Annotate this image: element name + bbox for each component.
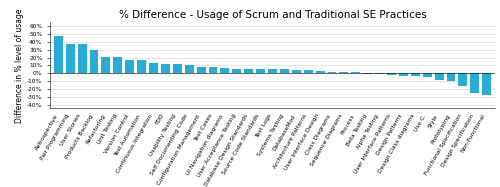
Bar [126, 60, 134, 73]
Bar [78, 44, 86, 73]
Bar [304, 70, 312, 73]
Bar [232, 69, 241, 73]
Bar [208, 67, 218, 73]
Title: % Difference - Usage of Scrum and Traditional SE Practices: % Difference - Usage of Scrum and Tradit… [118, 10, 426, 20]
Bar [399, 73, 408, 76]
Bar [196, 67, 205, 73]
Bar [114, 57, 122, 73]
Bar [184, 65, 194, 73]
Bar [375, 73, 384, 74]
Bar [482, 73, 491, 95]
Bar [458, 73, 468, 86]
Bar [387, 73, 396, 75]
Bar [280, 69, 289, 73]
Bar [149, 63, 158, 73]
Y-axis label: Difference in % level of usage: Difference in % level of usage [15, 8, 24, 123]
Bar [363, 73, 372, 74]
Bar [220, 68, 230, 73]
Bar [244, 69, 253, 73]
Bar [256, 69, 265, 73]
Bar [161, 64, 170, 73]
Bar [422, 73, 432, 77]
Bar [54, 36, 63, 73]
Bar [102, 57, 110, 73]
Bar [328, 72, 336, 73]
Bar [90, 50, 98, 73]
Bar [292, 70, 301, 73]
Bar [470, 73, 479, 93]
Bar [268, 69, 277, 73]
Bar [434, 73, 444, 80]
Bar [173, 64, 182, 73]
Bar [137, 60, 146, 73]
Bar [446, 73, 456, 81]
Bar [316, 71, 324, 73]
Bar [411, 73, 420, 76]
Bar [66, 44, 74, 73]
